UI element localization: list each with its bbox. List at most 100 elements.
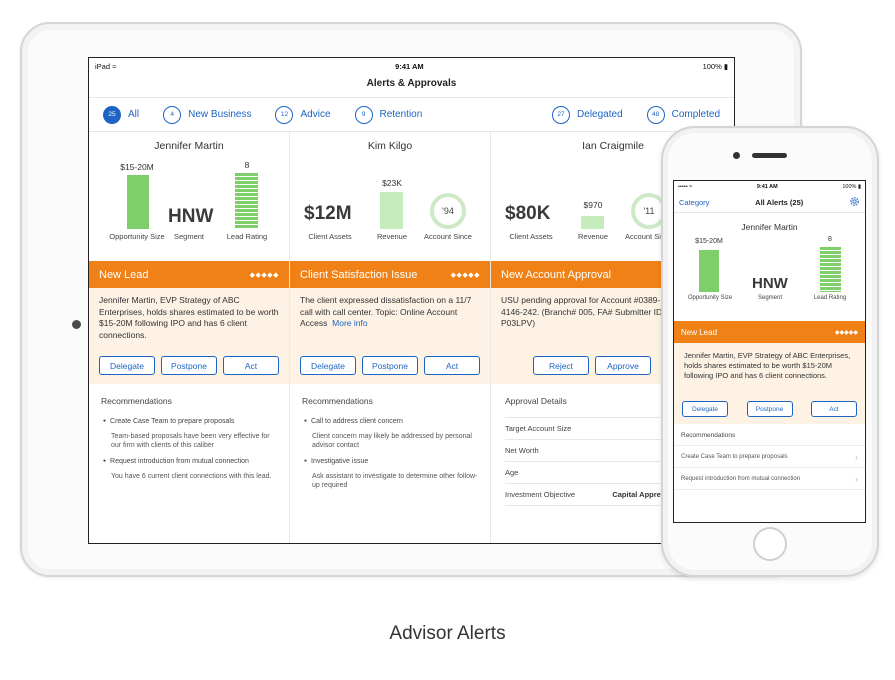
opportunity-size-value: $15-20M: [695, 238, 723, 245]
alert-description-text: The client expressed dissatisfaction on …: [300, 295, 480, 330]
alert-cards: Jennifer Martin $15-20M Opportunity Size…: [89, 132, 734, 543]
recommendation-label: Create Case Team to prepare proposals: [681, 453, 788, 460]
approval-row: Age: [505, 462, 665, 484]
category-button[interactable]: Category: [679, 198, 710, 207]
recommendation-note: You have 6 current client connections wi…: [111, 473, 272, 480]
recommendation-note: Client concern may likely be addressed b…: [312, 433, 472, 449]
filter-count-badge: 12: [275, 105, 294, 124]
revenue-caption: Revenue: [577, 232, 609, 241]
filter-new-business[interactable]: 4 New Business: [163, 105, 252, 124]
revenue-value: $970: [583, 200, 603, 210]
recommendation-item[interactable]: Call to address client concern: [302, 418, 478, 425]
approve-button[interactable]: Approve: [595, 356, 651, 375]
recommendation-item[interactable]: Investigative issue: [302, 458, 478, 465]
revenue-bar: [581, 216, 604, 229]
card-metrics: $15-20M Opportunity Size HNW Segment 8 L…: [89, 156, 289, 261]
alert-type: New Lead: [681, 327, 718, 337]
act-button[interactable]: Act: [223, 356, 279, 375]
signal-icon: ••••• ≈: [678, 184, 693, 190]
segment-caption: Segment: [173, 232, 205, 241]
opportunity-size-caption: Opportunity Size: [109, 232, 165, 241]
more-info-link[interactable]: More info: [332, 318, 368, 328]
recommendation-item[interactable]: Create Case Team to prepare proposals: [101, 418, 277, 425]
iphone-status-bar: ••••• ≈ 9:41 AM 100% ▮: [674, 181, 865, 193]
opportunity-size-bar: [699, 250, 719, 292]
delegate-button[interactable]: Delegate: [300, 356, 356, 375]
opportunity-size-value: $15-20M: [120, 162, 154, 172]
delegate-button[interactable]: Delegate: [682, 401, 728, 417]
recommendation-note: Ask assistant to investigate to determin…: [312, 473, 478, 489]
alert-card-kim-kilgo[interactable]: Kim Kilgo $12M Client Assets $23K Revenu…: [290, 132, 491, 543]
postpone-button[interactable]: Postpone: [161, 356, 217, 375]
nav-title: All Alerts (25): [755, 198, 804, 207]
lead-rating-caption: Lead Rating: [226, 232, 268, 241]
lead-rating-value: 8: [828, 236, 832, 243]
recommendations: Recommendations Create Case Team to prep…: [89, 384, 289, 482]
recommendation-item[interactable]: Request introduction from mutual connect…: [674, 468, 865, 490]
lead-rating-caption: Lead Rating: [813, 295, 847, 301]
alert-type: New Account Approval: [501, 268, 612, 281]
alert-description: Jennifer Martin, EVP Strategy of ABC Ent…: [674, 343, 865, 424]
recommendations: Recommendations Call to address client c…: [290, 384, 490, 490]
alert-banner: New Lead ◆◆◆◆◆: [674, 321, 865, 343]
approval-value: Capital Apprec: [612, 490, 665, 499]
client-assets-caption: Client Assets: [308, 232, 352, 241]
wifi-icon: ≈: [112, 61, 117, 71]
gear-icon[interactable]: [849, 196, 860, 209]
client-name: Ian Craigmile: [582, 140, 644, 152]
priority-dots-icon: ◆◆◆◆◆: [450, 271, 480, 279]
iphone-screen: ••••• ≈ 9:41 AM 100% ▮ Category All Aler…: [673, 180, 866, 523]
status-device: iPad ≈: [95, 61, 117, 71]
filter-count-badge: 9: [354, 105, 373, 124]
segment-caption: Segment: [757, 295, 782, 301]
revenue-value: $23K: [382, 178, 402, 188]
filter-all[interactable]: 25 All: [103, 105, 139, 124]
ipad-camera-dot: [72, 320, 81, 329]
filter-completed[interactable]: 48 Completed: [646, 105, 720, 124]
status-battery: 100% ▮: [702, 61, 728, 71]
filter-label: Advice: [300, 109, 331, 120]
approval-details-header: Approval Details: [505, 396, 723, 418]
recommendations-header: Recommendations: [674, 424, 865, 446]
delegate-button[interactable]: Delegate: [99, 356, 155, 375]
account-since-caption: Account Since: [625, 232, 673, 241]
segment-value: HNW: [168, 206, 214, 227]
iphone-home-button[interactable]: [753, 527, 787, 561]
client-assets-value: $80K: [505, 203, 551, 224]
postpone-button[interactable]: Postpone: [362, 356, 418, 375]
alert-banner: New Lead ◆◆◆◆◆: [89, 261, 289, 288]
filter-advice[interactable]: 12 Advice: [275, 105, 331, 124]
filter-retention[interactable]: 9 Retention: [354, 105, 422, 124]
recommendation-item[interactable]: Request introduction from mutual connect…: [101, 458, 277, 465]
recommendation-note: Team-based proposals have been very effe…: [111, 433, 270, 449]
filter-label: New Business: [188, 109, 252, 120]
filter-count-badge: 25: [103, 105, 121, 124]
approval-details: Approval Details Target Account Size Net…: [491, 384, 734, 506]
segment-value: HNW: [752, 275, 788, 292]
ipad-status-bar: iPad ≈ 9:41 AM 100% ▮: [89, 58, 734, 74]
lead-rating-value: 8: [244, 160, 250, 170]
act-button[interactable]: Act: [811, 401, 857, 417]
client-assets-value: $12M: [304, 203, 352, 224]
alert-description-text: Jennifer Martin, EVP Strategy of ABC Ent…: [684, 351, 851, 380]
client-assets-caption: Client Assets: [509, 232, 553, 241]
priority-dots-icon: ◆◆◆◆◆: [249, 271, 279, 279]
chevron-right-icon: ›: [855, 473, 858, 484]
card-metrics: $12M Client Assets $23K Revenue '94 Acco…: [290, 156, 490, 261]
filter-count-badge: 4: [163, 105, 182, 124]
alert-banner: Client Satisfaction Issue ◆◆◆◆◆: [290, 261, 490, 288]
client-name: Kim Kilgo: [367, 140, 413, 152]
filter-delegated[interactable]: 27 Delegated: [552, 105, 623, 124]
status-time: 9:41 AM: [395, 61, 424, 71]
recommendations-header: Recommendations: [302, 396, 373, 406]
reject-button[interactable]: Reject: [533, 356, 589, 375]
account-since-caption: Account Since: [424, 232, 472, 241]
act-button[interactable]: Act: [424, 356, 480, 375]
client-name: Jennifer Martin: [741, 222, 798, 232]
filter-group-left: 25 All 4 New Business 12 Advice 9 Retent…: [103, 105, 446, 124]
alert-description-text: Jennifer Martin, EVP Strategy of ABC Ent…: [99, 295, 279, 340]
alert-card-jennifer-martin[interactable]: Jennifer Martin $15-20M Opportunity Size…: [89, 132, 290, 543]
battery-icon: ▮: [723, 61, 728, 71]
recommendation-item[interactable]: Create Case Team to prepare proposals ›: [674, 446, 865, 468]
postpone-button[interactable]: Postpone: [746, 401, 793, 417]
